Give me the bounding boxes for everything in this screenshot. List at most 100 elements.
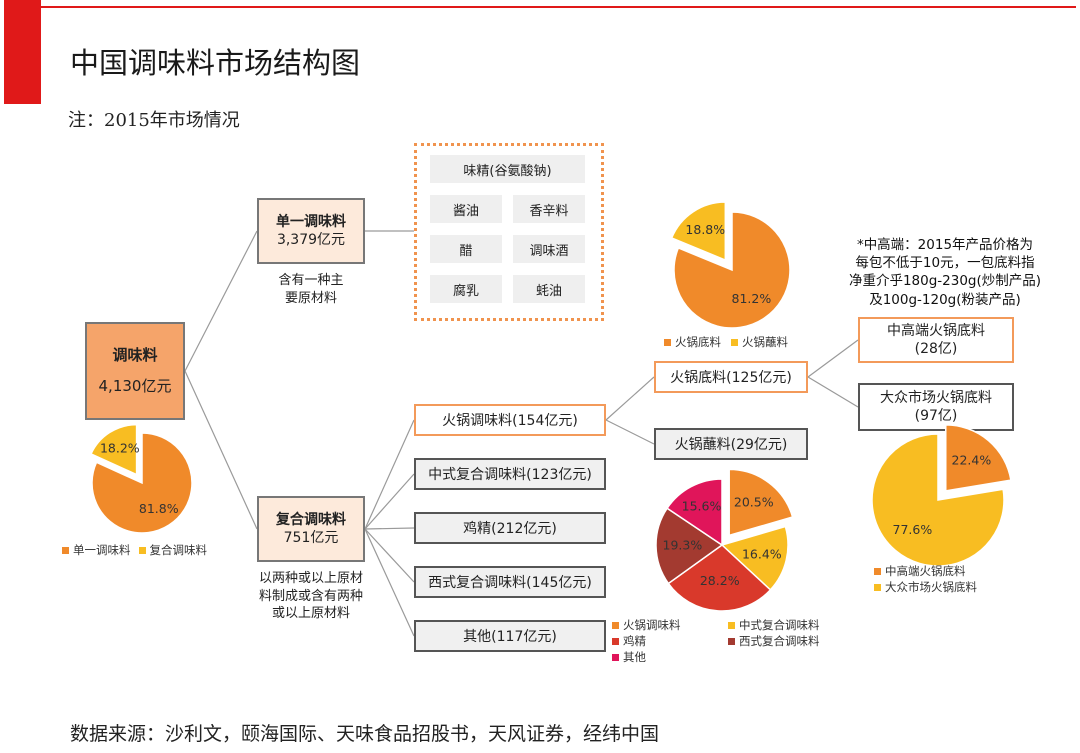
- item-soy: 酱油: [430, 195, 502, 223]
- pie-slice: [720, 525, 789, 591]
- line-root-single: [184, 230, 258, 372]
- line-compound-chicken: [364, 527, 415, 530]
- compound-node: 复合调味料 751亿元: [257, 496, 365, 562]
- cat-western: 西式复合调味料(145亿元): [414, 566, 606, 598]
- pie-slice-label: 20.5%: [734, 495, 774, 510]
- line-hotpot-dip: [605, 419, 655, 445]
- pie-slice: [91, 432, 193, 534]
- legend-label: 西式复合调味料: [739, 634, 820, 648]
- pie-slice-label: 16.4%: [742, 546, 782, 561]
- pie4-legend-high: 中高端火锅底料: [874, 563, 966, 579]
- legend-label: 火锅调味料: [623, 618, 681, 632]
- root-name: 调味料: [112, 345, 158, 364]
- item-wine: 调味酒: [513, 235, 585, 263]
- line-compound-hotpot: [364, 419, 415, 530]
- high-end-note-line4: 及100g-120g(粉装产品): [869, 291, 1021, 308]
- pie-slice-label: 15.6%: [682, 499, 722, 514]
- title-accent-bar: [4, 0, 41, 104]
- pie3-legend-chicken: 鸡精: [612, 633, 646, 649]
- single-name: 单一调味料: [276, 213, 346, 230]
- single-description: 含有一种主 要原材料: [258, 272, 364, 307]
- legend-label: 中高端火锅底料: [885, 564, 966, 578]
- cat-hotpot: 火锅调味料(154亿元): [414, 404, 606, 436]
- line-compound-other: [364, 528, 415, 637]
- single-node: 单一调味料 3,379亿元: [257, 198, 365, 264]
- pie3-legend-other: 其他: [612, 649, 646, 665]
- line-hotpot-base: [605, 376, 655, 421]
- pie-slice-label: 22.4%: [952, 453, 992, 468]
- compound-value: 751亿元: [283, 530, 339, 546]
- legend-swatch: [62, 546, 69, 554]
- pie-slice-label: 18.8%: [685, 222, 725, 237]
- pie-slice-label: 81.2%: [732, 291, 772, 306]
- legend-swatch: [728, 621, 735, 629]
- top-rule: [41, 6, 1076, 8]
- pie-slice: [871, 433, 1005, 567]
- legend-swatch: [874, 583, 881, 591]
- legend-label: 鸡精: [623, 634, 646, 648]
- pie-slice-label: 77.6%: [893, 522, 933, 537]
- item-tofu: 腐乳: [430, 275, 502, 303]
- data-source: 数据来源：沙利文，颐海国际、天味食品招股书，天风证券，经纬中国: [70, 723, 660, 745]
- single-items-group: [414, 143, 604, 321]
- legend-swatch: [874, 567, 881, 575]
- high-end-value: (28亿): [914, 341, 958, 357]
- legend-single: 单一调味料: [73, 543, 131, 557]
- single-desc-line1: 含有一种主: [278, 273, 344, 288]
- compound-desc-line1: 以两种或以上原材: [258, 571, 363, 586]
- high-end-definition-note: *中高端：2015年产品价格为 每包不低于10元，一包底料指 净重介乎180g-…: [832, 236, 1058, 309]
- page-title: 中国调味料市场结构图: [70, 46, 361, 80]
- high-end-note-line2: 每包不低于10元，一包底料指: [855, 255, 1035, 272]
- legend-swatch: [664, 338, 671, 346]
- pie-slice: [945, 424, 1012, 492]
- high-end-note-line1: *中高端：2015年产品价格为: [856, 237, 1034, 253]
- hotpot-dip-node: 火锅蘸料(29亿元): [654, 428, 808, 460]
- line-compound-chinese: [364, 473, 415, 530]
- item-oyster: 蚝油: [513, 275, 585, 303]
- item-vinegar: 醋: [430, 235, 502, 263]
- single-desc-line2: 要原材料: [284, 290, 337, 306]
- pie-slice-label: 19.3%: [663, 538, 703, 553]
- pie-slice: [655, 507, 724, 585]
- mass-market-value: (97亿): [914, 408, 958, 424]
- mass-market-base-node: 大众市场火锅底料 (97亿): [858, 383, 1014, 431]
- legend-swatch: [731, 338, 738, 346]
- cat-chinese: 中式复合调味料(123亿元): [414, 458, 606, 490]
- legend-swatch: [612, 637, 619, 645]
- pie-slice: [670, 201, 727, 262]
- pie-slice: [90, 423, 138, 476]
- high-end-note-line3: 净重介乎180g-230g(炒制产品): [848, 273, 1042, 290]
- root-value: 4,130亿元: [98, 377, 172, 395]
- cat-other: 其他(117亿元): [414, 620, 606, 652]
- item-spice: 香辛料: [513, 195, 585, 223]
- page-note: 注：2015年市场情况: [68, 110, 240, 131]
- high-end-base-node: 中高端火锅底料 (28亿): [858, 317, 1014, 363]
- high-end-name: 中高端火锅底料: [887, 322, 985, 339]
- legend-label: 中式复合调味料: [739, 618, 820, 632]
- pie3-legend-hotpot: 火锅调味料: [612, 617, 681, 633]
- hotpot-base-node: 火锅底料(125亿元): [654, 361, 808, 393]
- pie-slice-label: 81.8%: [139, 501, 179, 516]
- legend-swatch: [612, 621, 619, 629]
- pie-slice: [728, 468, 794, 537]
- pie-slice: [673, 211, 791, 329]
- line-base-mass: [807, 376, 859, 408]
- legend-hotpot-base: 火锅底料: [675, 335, 721, 349]
- single-value: 3,379亿元: [276, 232, 346, 248]
- item-msg: 味精(谷氨酸钠): [430, 155, 585, 183]
- line-root-compound: [184, 370, 258, 530]
- legend-compound: 复合调味料: [149, 543, 208, 557]
- compound-desc-line3: 或以上原材料: [271, 606, 350, 622]
- legend-swatch: [612, 653, 619, 661]
- compound-name: 复合调味料: [276, 511, 346, 528]
- legend-swatch: [728, 637, 735, 645]
- legend-label: 大众市场火锅底料: [885, 580, 977, 594]
- pie-slice-label: 18.2%: [100, 441, 140, 456]
- line-base-high: [807, 339, 859, 378]
- cat-chicken: 鸡精(212亿元): [414, 512, 606, 544]
- pie1-legend: 单一调味料 复合调味料: [62, 542, 207, 558]
- pie4-legend-mass: 大众市场火锅底料: [874, 579, 977, 595]
- compound-desc-line2: 料制成或含有两种: [258, 588, 363, 604]
- legend-swatch: [138, 546, 146, 554]
